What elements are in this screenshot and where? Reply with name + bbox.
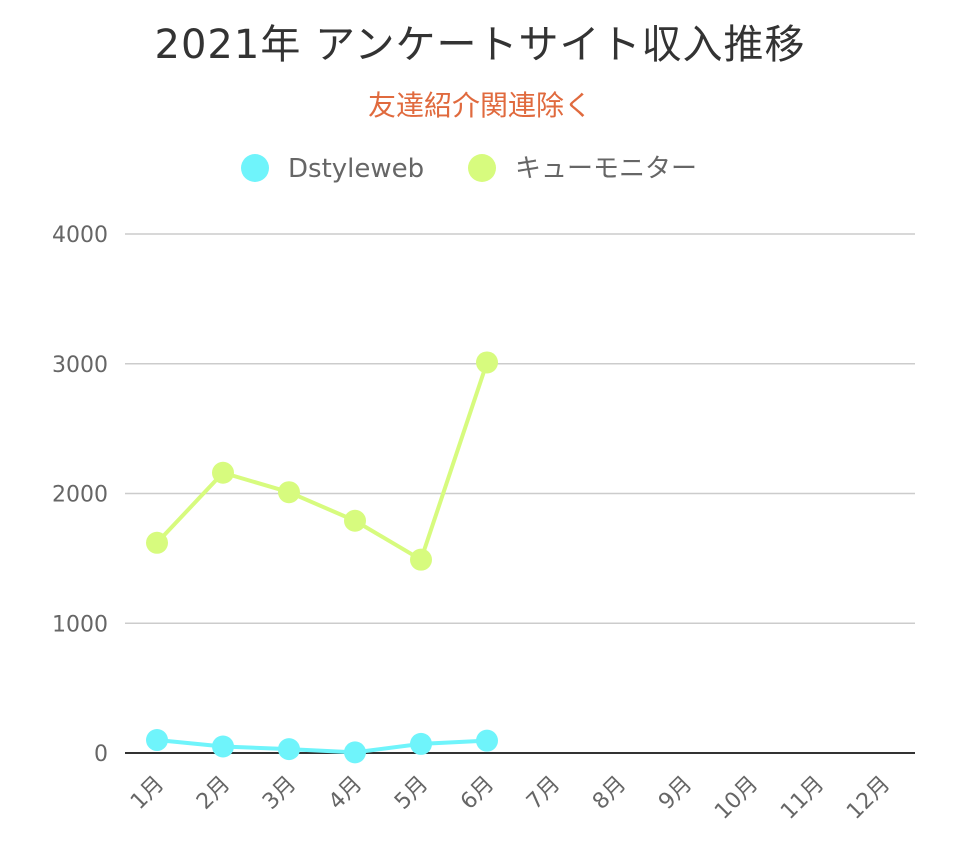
series-line <box>155 360 489 562</box>
grid-layer <box>125 233 915 754</box>
data-point <box>476 729 498 752</box>
y-tick-label: 0 <box>94 742 108 767</box>
x-tick-label: 12月 <box>842 772 895 825</box>
data-point <box>410 548 432 571</box>
legend-marker <box>468 154 496 182</box>
legend-marker <box>241 154 269 182</box>
x-tick-label: 2月 <box>192 772 235 815</box>
legend-label: キューモニター <box>515 154 697 184</box>
x-tick-label: 6月 <box>456 772 499 815</box>
x-tick-label: 7月 <box>522 772 565 815</box>
y-tick-label: 1000 <box>52 612 108 637</box>
series-line <box>155 738 489 755</box>
y-tick-label: 3000 <box>52 353 108 378</box>
data-point <box>278 481 300 504</box>
x-tick-label: 4月 <box>324 772 367 815</box>
series-layer <box>146 351 498 764</box>
data-point <box>344 509 366 532</box>
x-tick-label: 10月 <box>710 772 763 825</box>
data-point <box>278 738 300 761</box>
y-tick-label: 4000 <box>52 223 108 248</box>
axis-layer: 0 1000 2000 3000 4000 1月 2月 3月 4月 5月 6月 7月 8月 9月 10月 11… <box>52 223 895 825</box>
x-tick-label: 3月 <box>258 772 301 815</box>
data-point <box>476 351 498 374</box>
x-tick-label: 9月 <box>654 772 697 815</box>
data-point <box>212 735 234 758</box>
x-tick-label: 8月 <box>588 772 631 815</box>
data-point <box>344 741 366 764</box>
chart-title: 2021年 アンケートサイト収入推移 <box>154 22 806 68</box>
x-tick-label: 5月 <box>390 772 433 815</box>
x-tick-label: 11月 <box>776 772 829 825</box>
legend-label: Dstyleweb <box>288 154 424 184</box>
x-tick-label: 1月 <box>126 772 169 815</box>
y-tick-label: 2000 <box>52 483 108 508</box>
data-point <box>146 729 168 752</box>
data-point <box>146 531 168 554</box>
data-point <box>212 461 234 484</box>
data-point <box>410 732 432 755</box>
legend: Dstyleweb キューモニター <box>241 154 697 184</box>
chart-subtitle: 友達紹介関連除く <box>367 89 592 122</box>
